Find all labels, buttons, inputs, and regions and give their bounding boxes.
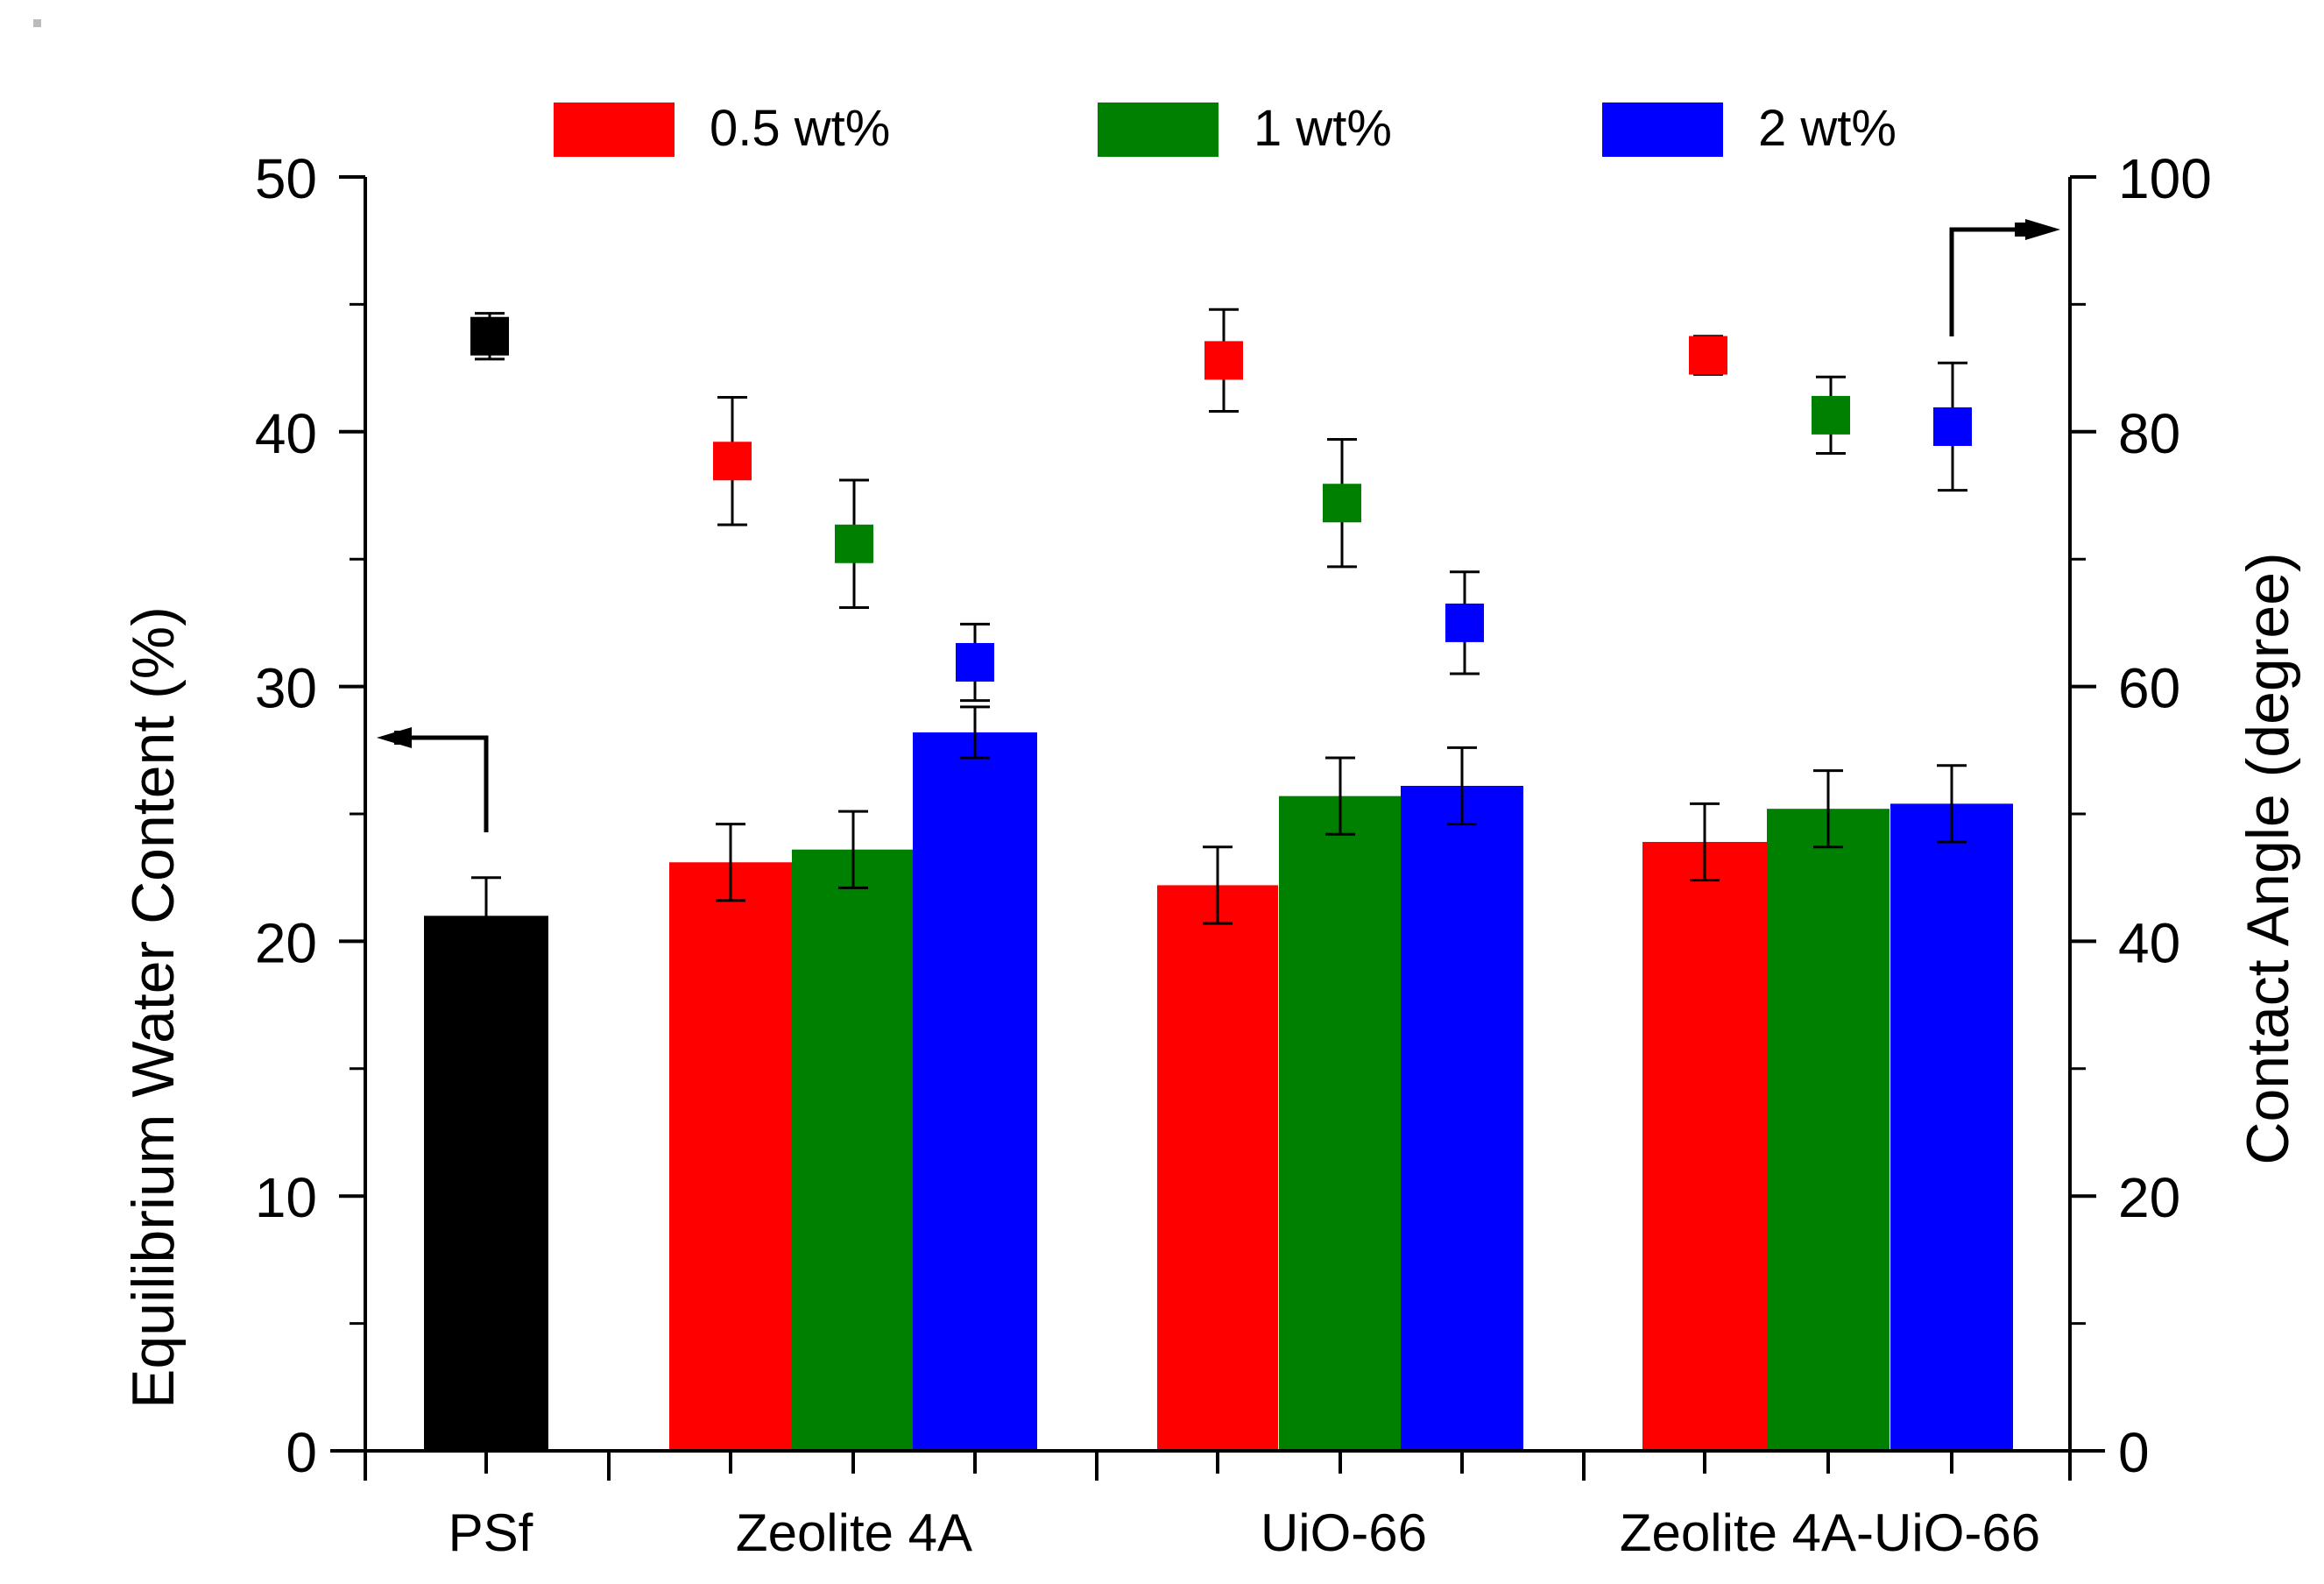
left-axis-indicator-arrow	[377, 727, 489, 832]
point-zeolite-4a-uio-66-2-wt-	[1933, 407, 1972, 446]
legend-label: 0.5 wt%	[710, 100, 890, 157]
bar-zeolite-4a-1-wt-	[792, 849, 915, 1451]
x-category-label: UiO-66	[1261, 1503, 1427, 1562]
point-zeolite-4a-uio-66-0.5-wt-	[1689, 336, 1727, 375]
y-tick-label-right: 40	[2118, 911, 2180, 974]
point-psf-PSf	[470, 316, 509, 356]
bar-error-bar	[1325, 756, 1355, 836]
bar-error-bar	[1203, 845, 1233, 925]
legend-swatch	[1602, 103, 1723, 157]
bar-uio-66-2-wt-	[1401, 786, 1523, 1451]
legend-item: 1 wt%	[1098, 100, 1392, 157]
bar-zeolite-4a-uio-66-0.5-wt-	[1642, 841, 1767, 1451]
y-tick-label-left: 20	[255, 911, 317, 974]
y-axis-label-right: Contact Angle (degree)	[2235, 552, 2301, 1164]
bar-error-bar	[838, 810, 868, 889]
right-axis-indicator-arrow	[1949, 219, 2060, 336]
bar-error-bar	[1813, 769, 1843, 849]
y-tick-label-left: 10	[255, 1166, 317, 1229]
bar-error-bar	[1937, 764, 1967, 844]
bar-error-bar	[1690, 802, 1720, 882]
legend-label: 2 wt%	[1758, 100, 1897, 157]
x-category-label: Zeolite 4A-UiO-66	[1620, 1503, 2040, 1562]
y-tick-label-right: 80	[2118, 402, 2180, 465]
point-uio-66-2-wt-	[1445, 603, 1484, 642]
bar-error-bar	[1447, 746, 1477, 826]
bar-uio-66-1-wt-	[1279, 796, 1402, 1451]
legend-swatch	[554, 103, 675, 157]
y-tick-label-left: 50	[255, 147, 317, 210]
bar-error-bar	[471, 876, 501, 956]
bar-zeolite-4a-uio-66-2-wt-	[1890, 803, 2013, 1451]
bar-psf-PSf	[424, 916, 548, 1451]
bar-error-bar	[960, 705, 990, 760]
y-tick-label-right: 0	[2118, 1421, 2150, 1484]
y-tick-label-right: 20	[2118, 1166, 2180, 1229]
x-category-label: Zeolite 4A	[736, 1503, 972, 1562]
bar-error-bar	[716, 823, 745, 902]
point-zeolite-4a-2-wt-	[956, 642, 994, 682]
y-tick-label-right: 100	[2118, 147, 2212, 210]
y-tick-label-left: 0	[286, 1421, 317, 1484]
bar-zeolite-4a-uio-66-1-wt-	[1767, 809, 1890, 1451]
corner-marker	[33, 19, 41, 27]
legend-item: 2 wt%	[1602, 100, 1897, 157]
x-category-label: PSf	[449, 1503, 533, 1562]
point-zeolite-4a-uio-66-1-wt-	[1812, 395, 1850, 435]
legend-label: 1 wt%	[1254, 100, 1392, 157]
y-tick-label-left: 40	[255, 402, 317, 465]
point-uio-66-1-wt-	[1323, 484, 1361, 523]
point-uio-66-0.5-wt-	[1204, 341, 1243, 380]
legend-item: 0.5 wt%	[554, 100, 890, 157]
y-tick-label-left: 30	[255, 657, 317, 720]
bar-zeolite-4a-0.5-wt-	[669, 862, 792, 1451]
point-zeolite-4a-0.5-wt-	[713, 442, 752, 481]
bar-uio-66-0.5-wt-	[1157, 885, 1278, 1451]
point-zeolite-4a-1-wt-	[835, 524, 873, 563]
legend-swatch	[1098, 103, 1219, 157]
y-axis-label-left: Equilibrium Water Content (%)	[120, 606, 187, 1409]
bar-zeolite-4a-2-wt-	[913, 732, 1037, 1451]
y-tick-label-right: 60	[2118, 657, 2180, 720]
